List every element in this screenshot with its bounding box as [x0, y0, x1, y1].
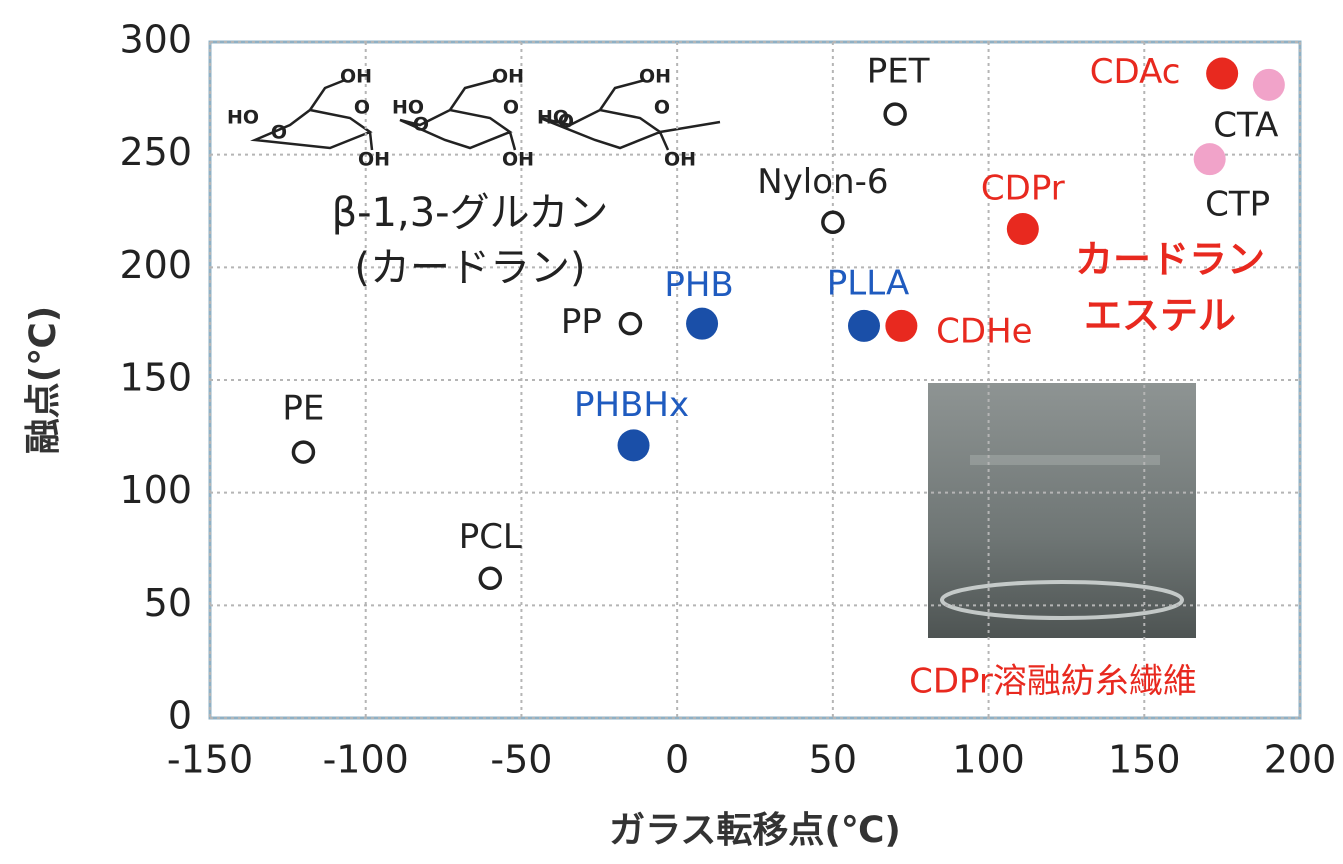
point-label: PLLA — [827, 263, 909, 303]
point — [1194, 143, 1226, 175]
x-tick-label: 100 — [952, 738, 1025, 782]
point-label: PET — [867, 52, 930, 92]
point — [620, 314, 640, 334]
x-tick-label: -50 — [490, 738, 552, 782]
x-tick-label: -150 — [167, 738, 253, 782]
structure-label: O — [354, 97, 370, 119]
point-label: CDAc — [1090, 52, 1181, 92]
point — [686, 308, 718, 340]
x-axis-title: ガラス転移点(℃) — [609, 810, 901, 851]
y-tick-label: 100 — [119, 468, 192, 512]
point — [848, 310, 880, 342]
annotation: (カードラン) — [354, 245, 585, 291]
structure-label: OH — [340, 66, 372, 88]
structure — [255, 80, 720, 150]
y-axis-title: 融点(℃) — [23, 306, 64, 455]
point-label: CTA — [1213, 105, 1278, 145]
y-tick-label: 150 — [119, 356, 192, 400]
point-label: PHBHx — [574, 385, 689, 425]
y-tick-label: 200 — [119, 243, 192, 287]
annotation: CDPr溶融紡糸繊維 — [909, 662, 1197, 702]
structure-label: O — [654, 97, 670, 119]
point-label: CTP — [1205, 185, 1270, 225]
inset-photo — [928, 383, 1196, 638]
point — [618, 429, 650, 461]
structure-label: O — [558, 111, 574, 133]
annotation: β-1,3-グルカン — [332, 190, 609, 236]
x-tick-label: 50 — [809, 738, 857, 782]
x-tick-label: 150 — [1108, 738, 1181, 782]
structure-label: OH — [492, 66, 524, 88]
y-tick-label: 0 — [168, 694, 192, 738]
point-label: PE — [282, 389, 324, 429]
y-tick-label: 250 — [119, 130, 192, 174]
structure-label: OH — [664, 149, 696, 171]
x-tick-label: 0 — [665, 738, 689, 782]
annotation: カードラン — [1075, 238, 1265, 282]
point-label: PCL — [459, 517, 522, 557]
structure-label: O — [413, 114, 429, 136]
point-label: Nylon-6 — [757, 162, 888, 202]
structure-label: O — [271, 122, 287, 144]
point — [1007, 213, 1039, 245]
point-label: PP — [561, 302, 602, 342]
structure-label: HO — [227, 107, 259, 129]
y-tick-label: 300 — [119, 18, 192, 62]
structure-label: OH — [358, 149, 390, 171]
structure-label: O — [503, 97, 519, 119]
point — [885, 310, 917, 342]
chart: 0 50 100 150 200 250 300 -150 -100 -50 0 50 100 150 20… — [0, 0, 1343, 864]
point — [823, 212, 843, 232]
point-label: CDPr — [981, 169, 1065, 209]
point — [1253, 69, 1285, 101]
annotation: エステル — [1084, 294, 1236, 338]
point — [885, 104, 905, 124]
point-label: PHB — [664, 265, 733, 305]
y-tick-label: 50 — [144, 581, 192, 625]
x-tick-label: 200 — [1264, 738, 1337, 782]
point — [1206, 58, 1238, 90]
point — [293, 442, 313, 462]
point — [480, 568, 500, 588]
structure-label: OH — [639, 66, 671, 88]
point-label: CDHe — [936, 311, 1032, 351]
structure-label: OH — [502, 149, 534, 171]
x-tick-label: -100 — [323, 738, 409, 782]
